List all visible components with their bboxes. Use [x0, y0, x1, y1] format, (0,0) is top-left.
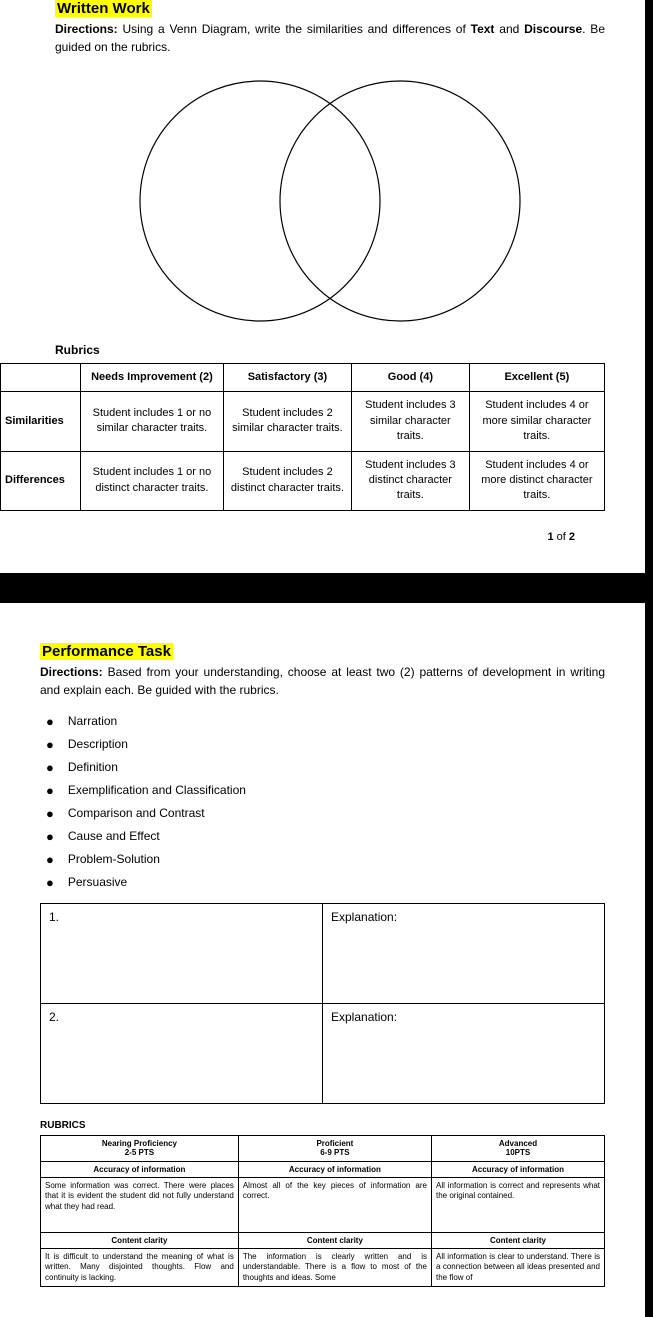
directions-label-2: Directions:	[40, 665, 103, 679]
rubric2-subhead: Content clarity	[431, 1232, 604, 1248]
rubric-cell: Student includes 3 distinct character tr…	[352, 451, 470, 510]
rubric2-header: Advanced10PTS	[431, 1135, 604, 1161]
pattern-cell-2[interactable]: 2.	[41, 1003, 323, 1103]
rubric2-subhead: Accuracy of information	[41, 1161, 239, 1177]
rubrics-table-2: Nearing Proficiency2-5 PTSProficient6-9 …	[40, 1135, 605, 1287]
list-item: Comparison and Contrast	[46, 801, 605, 824]
performance-task-title: Performance Task	[40, 643, 173, 660]
pattern-cell-1[interactable]: 1.	[41, 903, 323, 1003]
rubric2-subhead: Content clarity	[41, 1232, 239, 1248]
written-work-title: Written Work	[55, 0, 152, 17]
rubric2-subhead: Accuracy of information	[238, 1161, 431, 1177]
rubric2-subhead: Accuracy of information	[431, 1161, 604, 1177]
list-item: Exemplification and Classification	[46, 778, 605, 801]
venn-diagram	[55, 71, 605, 331]
directions-1: Directions: Using a Venn Diagram, write …	[55, 20, 605, 56]
rubric-cell: Student includes 2 similar character tra…	[223, 392, 351, 451]
page-1: Written Work Directions: Using a Venn Di…	[0, 0, 653, 573]
venn-svg	[100, 71, 560, 331]
table-row: 1. Explanation:	[41, 903, 605, 1003]
list-item: Persuasive	[46, 870, 605, 893]
rubric-header	[1, 364, 81, 392]
rubric-cell: Student includes 4 or more similar chara…	[469, 392, 604, 451]
rubric-cell: Student includes 1 or no similar charact…	[81, 392, 224, 451]
rubric2-cell: The information is clearly written and i…	[238, 1248, 431, 1286]
directions-label: Directions:	[55, 22, 118, 36]
rubric-header: Good (4)	[352, 364, 470, 392]
rubric2-header: Proficient6-9 PTS	[238, 1135, 431, 1161]
rubric-header: Needs Improvement (2)	[81, 364, 224, 392]
rubric2-cell: All information is clear to understand. …	[431, 1248, 604, 1286]
rubric-cell: Student includes 4 or more distinct char…	[469, 451, 604, 510]
rubrics2-heading: RUBRICS	[40, 1120, 605, 1131]
explanation-table: 1. Explanation: 2. Explanation:	[40, 903, 605, 1104]
rubrics-heading: Rubrics	[55, 343, 605, 357]
rubric-cell: Student includes 3 similar character tra…	[352, 392, 470, 451]
list-item: Narration	[46, 709, 605, 732]
list-item: Description	[46, 732, 605, 755]
list-item: Definition	[46, 755, 605, 778]
page-gap	[0, 573, 653, 603]
explanation-cell-1[interactable]: Explanation:	[323, 903, 605, 1003]
rubrics-table-1: Needs Improvement (2)Satisfactory (3)Goo…	[0, 363, 605, 511]
list-item: Problem-Solution	[46, 847, 605, 870]
rubric-cell: Student includes 1 or no distinct charac…	[81, 451, 224, 510]
page-gap-white	[0, 603, 653, 643]
page-number: 1 of 2	[55, 531, 605, 543]
rubric2-cell: Some information was correct. There were…	[41, 1177, 239, 1232]
directions-2: Directions: Based from your understandin…	[40, 663, 605, 699]
page-2: Performance Task Directions: Based from …	[0, 643, 653, 1317]
explanation-cell-2[interactable]: Explanation:	[323, 1003, 605, 1103]
rubric2-cell: All information is correct and represent…	[431, 1177, 604, 1232]
rubric2-header: Nearing Proficiency2-5 PTS	[41, 1135, 239, 1161]
rubric2-subhead: Content clarity	[238, 1232, 431, 1248]
patterns-list: NarrationDescriptionDefinitionExemplific…	[46, 709, 605, 893]
rubric2-cell: Almost all of the key pieces of informat…	[238, 1177, 431, 1232]
rubric-header: Excellent (5)	[469, 364, 604, 392]
list-item: Cause and Effect	[46, 824, 605, 847]
rubric-row-label: Similarities	[1, 392, 81, 451]
rubric2-cell: It is difficult to understand the meanin…	[41, 1248, 239, 1286]
rubric-cell: Student includes 2 distinct character tr…	[223, 451, 351, 510]
rubric-header: Satisfactory (3)	[223, 364, 351, 392]
table-row: 2. Explanation:	[41, 1003, 605, 1103]
rubric-row-label: Differences	[1, 451, 81, 510]
